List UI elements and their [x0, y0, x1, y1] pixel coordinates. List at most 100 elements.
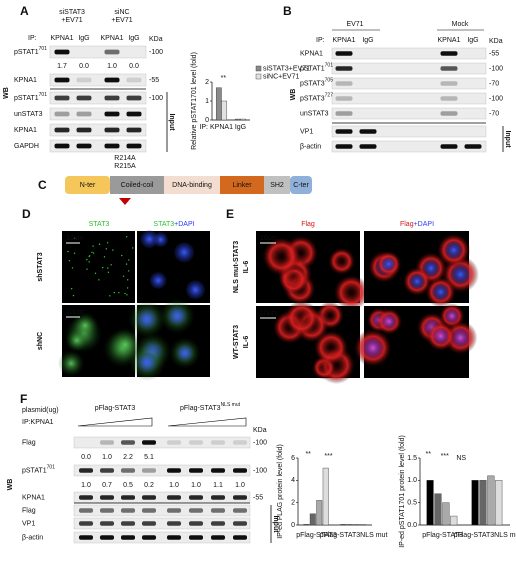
speckle	[118, 291, 120, 294]
ratio: 5.1	[144, 454, 154, 461]
column-label-main: STAT3	[89, 221, 110, 228]
y-tick-label: 0	[291, 522, 295, 529]
blot-strip	[73, 517, 251, 530]
speckle	[107, 271, 110, 273]
ratio: 0.0	[129, 63, 139, 70]
row-label: pSTAT3705	[300, 78, 333, 88]
blot-band	[79, 535, 93, 540]
row-label: pSTAT1701	[22, 465, 55, 475]
y-tick-label: 1	[205, 98, 209, 105]
y-tick-label: 1.0	[407, 477, 417, 484]
cell-signal	[333, 274, 370, 311]
significance: **	[426, 451, 432, 458]
row-label-main: unSTAT3	[14, 111, 43, 118]
y-tick-label: 2	[291, 500, 295, 507]
row-label-main: pSTAT3	[300, 80, 325, 87]
nucleus	[140, 230, 159, 248]
nucleus	[450, 264, 471, 285]
row-label-main: KPNA1	[22, 494, 45, 501]
row-label-main: pSTAT1	[14, 95, 39, 102]
row-label-main: VP1	[300, 128, 313, 135]
blot-band	[79, 521, 93, 526]
speckle	[86, 258, 88, 261]
blot-band	[79, 508, 93, 513]
domain-box	[65, 176, 110, 194]
speckle	[92, 245, 94, 247]
speckle	[107, 267, 109, 269]
ratio: 0.5	[123, 482, 133, 489]
row-label: VP1	[300, 128, 313, 135]
row-label-sup: 701	[39, 92, 48, 98]
cell-signal	[262, 237, 301, 276]
bar	[353, 524, 360, 526]
column-label-main: STAT3	[153, 221, 174, 228]
bar	[487, 475, 495, 526]
nucleus	[136, 309, 158, 330]
nucleus	[167, 306, 187, 326]
blot-band	[440, 51, 458, 56]
blot-band	[54, 143, 70, 149]
blot-band	[189, 508, 203, 513]
row-label-sup: 727	[325, 93, 334, 99]
blot-band	[167, 508, 181, 513]
blot-band	[233, 535, 247, 540]
bar	[340, 524, 347, 526]
kda-marker: -70	[489, 80, 499, 87]
blot-band	[76, 95, 92, 101]
bar	[434, 493, 442, 526]
lane-label: IgG	[467, 37, 478, 44]
row-label-sup: 701	[39, 46, 48, 52]
row-label: KPNA1	[300, 50, 323, 57]
blot-band	[440, 66, 458, 71]
bar	[303, 524, 310, 526]
speckle	[88, 261, 90, 263]
kda-marker: -100	[253, 467, 267, 474]
lane-label: IgG	[128, 35, 139, 42]
blot-band	[100, 508, 114, 513]
y-tick-label: 1.5	[407, 455, 417, 462]
blot-band	[121, 535, 135, 540]
nucleus	[432, 328, 449, 345]
cell-signal	[313, 330, 349, 366]
blot-band	[54, 49, 70, 55]
kda-marker: -100	[149, 49, 163, 56]
blot-band	[335, 96, 353, 101]
group-label: siNC	[114, 9, 129, 16]
speckle	[126, 287, 129, 289]
lane-label: KPNA1	[51, 35, 74, 42]
row-label-main: pSTAT1	[14, 49, 39, 56]
blot-band	[211, 535, 225, 540]
ratio: 0.0	[79, 63, 89, 70]
speckle	[109, 295, 111, 297]
significance: ***	[441, 453, 449, 460]
blot-strip	[331, 47, 487, 60]
ratio: 0.2	[144, 482, 154, 489]
bar	[316, 500, 323, 526]
bar	[450, 515, 458, 526]
legend-swatch	[255, 73, 262, 80]
blot-band	[126, 111, 142, 117]
row-label-main: pSTAT3	[300, 95, 325, 102]
row-label-main: KPNA1	[14, 77, 37, 84]
lane-label: KPNA1	[101, 35, 124, 42]
column-label: Flag	[301, 221, 315, 228]
bar	[234, 118, 241, 121]
nucleus	[362, 337, 384, 359]
speckle	[98, 243, 101, 245]
speckle	[126, 236, 128, 238]
lane-label: IgG	[362, 37, 373, 44]
blot-strip	[49, 73, 147, 87]
blot-band	[142, 495, 156, 500]
row-label: WT-STAT3	[233, 325, 240, 359]
row-label: β-actin	[22, 534, 43, 541]
bar	[495, 480, 503, 526]
blot-band	[233, 521, 247, 526]
significance: **	[221, 75, 227, 82]
blot-band	[121, 521, 135, 526]
bar	[215, 87, 222, 121]
group-label-main: pFlag-STAT3	[180, 405, 221, 412]
lane-label: IgG	[78, 35, 89, 42]
row-label-sup: 701	[47, 465, 56, 471]
blot-band	[335, 144, 353, 149]
row-label: GAPDH	[14, 143, 39, 150]
